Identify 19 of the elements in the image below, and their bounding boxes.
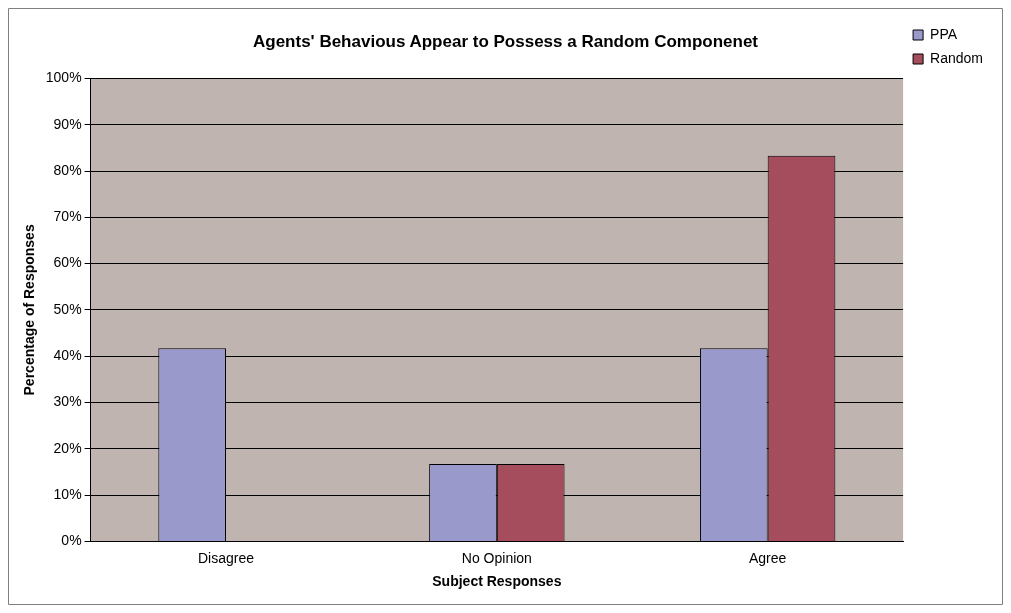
y-tick-label: 70% (53, 208, 82, 225)
x-tick-label: Disagree (198, 549, 255, 566)
y-tick-label: 30% (53, 393, 82, 410)
x-tick-label: Agree (748, 549, 787, 566)
x-axis-title: Subject Responses (432, 573, 562, 590)
y-axis-title: Percentage of Responses (21, 224, 38, 396)
y-tick-label: 40% (53, 347, 82, 364)
chart-title: Agents' Behavious Appear to Possess a Random Componenet (252, 31, 759, 51)
legend-label: PPA (930, 25, 958, 42)
y-tick-label: 50% (53, 300, 82, 317)
y-tick-label: 90% (53, 115, 82, 132)
y-tick-label: 20% (53, 439, 82, 456)
x-tick-label: No Opinion (461, 549, 532, 566)
y-tick-label: 10% (53, 485, 82, 502)
y-tick-label: 60% (53, 254, 82, 271)
y-tick-label: 100% (45, 69, 82, 86)
y-tick-label: 0% (61, 532, 82, 549)
y-tick-label: 80% (53, 161, 82, 178)
legend-label: Random (930, 49, 983, 66)
